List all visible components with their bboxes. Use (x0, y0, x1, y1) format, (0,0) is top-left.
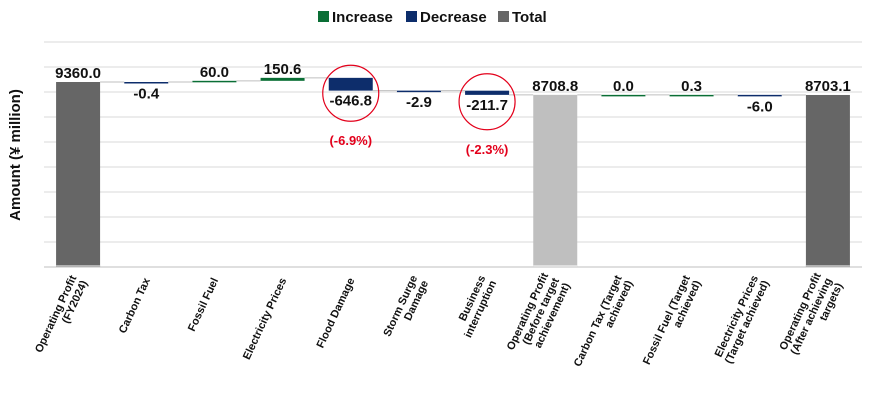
x-tick-label: Fossil Fuel (Targetachieved) (641, 273, 704, 371)
value-label: -6.0 (747, 98, 773, 115)
annotations: (-6.9%) (-2.3%) (322, 64, 516, 157)
x-tick-label: Operating Profit(After achievingtargets) (777, 271, 845, 362)
percent-annotation: (-2.3%) (466, 142, 509, 157)
value-label: -211.7 (466, 97, 508, 114)
value-label: 8703.1 (805, 78, 851, 95)
value-label: -0.4 (133, 86, 160, 103)
x-tick-label: Electricity Prices (241, 276, 289, 361)
gridlines (44, 41, 862, 268)
value-label: 0.0 (613, 78, 634, 95)
legend-label: Decrease (420, 9, 487, 26)
legend-item-decrease: Decrease (406, 9, 487, 26)
legend: Increase Decrease Total (318, 9, 547, 26)
highlight-circle (458, 73, 516, 131)
bar (601, 94, 646, 97)
y-axis-label: Amount (¥ million) (7, 89, 24, 221)
value-label: 60.0 (200, 64, 229, 81)
x-tick-label: Businessinterruption (451, 273, 499, 339)
x-tick-labels: Operating Profit(FY2024) Carbon Tax Fossil… (33, 271, 846, 373)
x-tick-label: Flood Damage (315, 276, 358, 350)
legend-swatch (318, 11, 329, 22)
legend-label: Increase (332, 9, 393, 26)
value-label: -646.8 (329, 93, 372, 110)
x-tick-label: Operating Profit(Before targetachievemen… (505, 271, 573, 362)
value-label: 150.6 (264, 61, 302, 78)
legend-item-total: Total (498, 9, 547, 26)
bar (396, 90, 441, 93)
bar (328, 77, 373, 91)
value-label: -2.9 (406, 94, 432, 111)
bar (260, 77, 305, 81)
bar (805, 94, 850, 267)
percent-annotation: (-6.9%) (329, 133, 372, 148)
legend-swatch (498, 11, 509, 22)
x-tick-label: Carbon Tax (Targetachieved) (572, 273, 636, 373)
bar (737, 94, 782, 97)
value-labels: 9360.0 -0.4 60.0 150.6 -646.8 -2.9 -211.7 8708.… (55, 61, 851, 116)
bar (56, 82, 101, 267)
value-label: 0.3 (681, 78, 702, 95)
bar (533, 94, 578, 267)
legend-swatch (406, 11, 417, 22)
x-tick-label: Carbon Tax (117, 275, 153, 335)
highlight-circle (322, 64, 380, 122)
x-tick-label: Operating Profit(FY2024) (33, 273, 90, 359)
bar (192, 80, 237, 83)
legend-label: Total (512, 9, 547, 26)
bar (465, 90, 510, 95)
x-tick-label: Storm SurgeDamage (381, 274, 431, 344)
x-tick-label: Electricity Prices(Target achieved) (712, 273, 772, 365)
bar (124, 82, 169, 84)
bars (56, 77, 850, 267)
value-label: 8708.8 (532, 78, 578, 95)
x-tick-label: Fossil Fuel (186, 276, 221, 333)
value-label: 9360.0 (55, 65, 101, 82)
bar (669, 94, 714, 97)
legend-item-increase: Increase (318, 9, 393, 26)
